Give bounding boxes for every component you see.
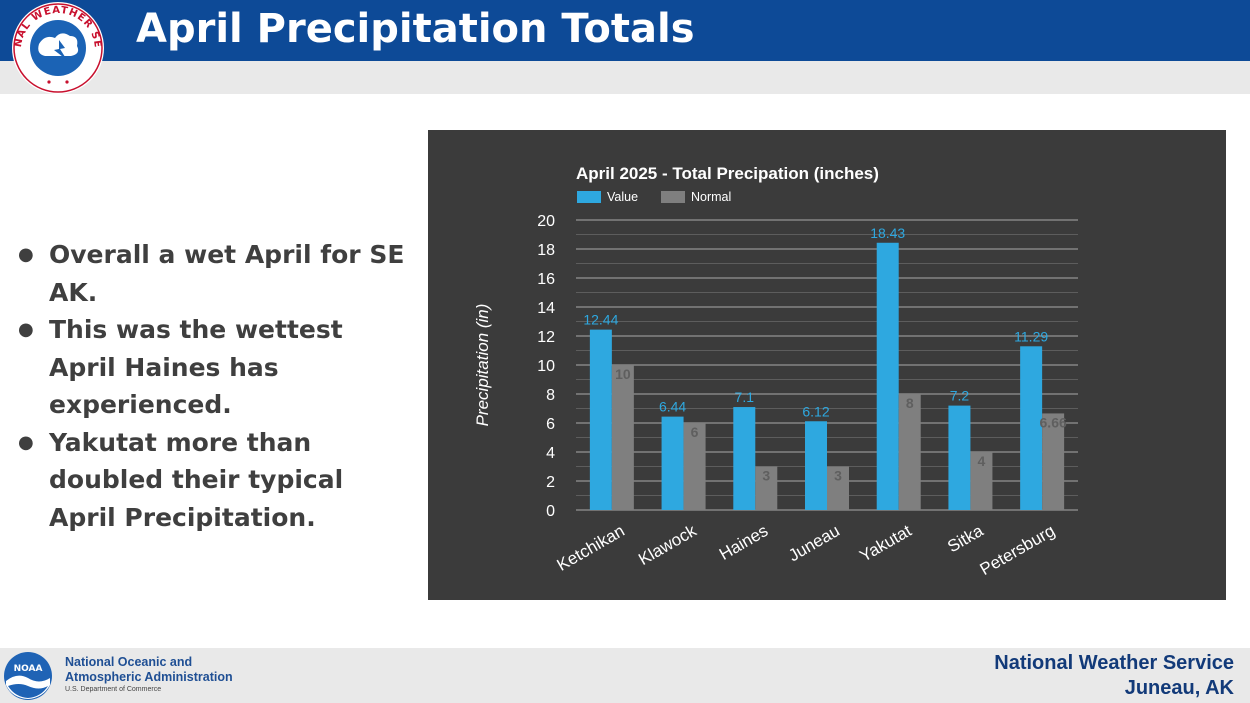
- bullet-text: This was the wettest April Haines has ex…: [49, 315, 343, 419]
- noaa-dept-line: U.S. Department of Commerce: [65, 686, 162, 693]
- data-label-value: 7.1: [735, 389, 755, 405]
- bar-value: [733, 407, 756, 510]
- data-label-normal: 10: [615, 366, 631, 382]
- page-title: April Precipitation Totals: [136, 6, 695, 52]
- bar-value: [1020, 346, 1043, 510]
- bullet-item: ● Overall a wet April for SE AK.: [18, 236, 418, 311]
- bullet-text: Overall a wet April for SE AK.: [49, 240, 405, 307]
- nws-office: Juneau, AK: [1124, 677, 1234, 699]
- y-tick-label: 18: [537, 242, 555, 259]
- footer-bar: [0, 648, 1250, 703]
- bullet-list: ● Overall a wet April for SE AK. ● This wa…: [18, 236, 418, 536]
- bar-normal: [898, 394, 921, 510]
- legend-label-normal: Normal: [691, 190, 731, 204]
- data-label-normal: 3: [762, 468, 770, 484]
- y-tick-label: 16: [537, 271, 555, 288]
- y-tick-label: 6: [546, 416, 555, 433]
- chart-plot-area: 0 2 4 6 8 10 12 14 16 18 20 12.44 10 Ketchikan 6.44 6 Kl…: [537, 213, 1078, 579]
- data-label-value: 6.12: [802, 403, 829, 419]
- x-tick-label: Klawock: [635, 521, 700, 569]
- y-tick-label: 12: [537, 329, 555, 346]
- data-label-value: 7.2: [950, 388, 970, 404]
- y-axis-label: Precipitation (in): [473, 304, 492, 427]
- x-tick-label: Juneau: [785, 521, 843, 565]
- bar-value: [589, 329, 612, 510]
- bar-normal: [611, 365, 634, 510]
- data-label-value: 6.44: [659, 399, 686, 415]
- bar-normal: [827, 466, 849, 510]
- y-tick-label: 0: [546, 503, 555, 520]
- header-bar: [0, 0, 1250, 61]
- legend-label-value: Value: [607, 190, 638, 204]
- bar-value: [948, 405, 971, 510]
- bar-normal: [970, 452, 993, 510]
- x-tick-label: Yakutat: [856, 521, 915, 566]
- noaa-name-line1: National Oceanic and: [65, 655, 193, 669]
- data-label-value: 11.29: [1014, 328, 1048, 344]
- x-tick-label: Haines: [716, 521, 771, 564]
- y-tick-label: 8: [546, 387, 555, 404]
- x-tick-label: Sitka: [944, 521, 987, 557]
- header-subbar: [0, 61, 1250, 94]
- y-tick-label: 20: [537, 213, 555, 230]
- nws-office-block: National Weather Service Juneau, AK: [994, 651, 1234, 701]
- data-label-normal: 6.66: [1040, 414, 1067, 430]
- bullet-item: ● This was the wettest April Haines has e…: [18, 311, 418, 424]
- chart-panel: April 2025 - Total Precipation (inches) …: [428, 130, 1226, 600]
- nws-name: National Weather Service: [994, 652, 1234, 674]
- noaa-logo: NOAA: [4, 652, 52, 700]
- noaa-name-block: National Oceanic and Atmospheric Adminis…: [65, 655, 233, 693]
- bar-normal: [1042, 413, 1065, 510]
- bullet-item: ● Yakutat more than doubled their typical…: [18, 424, 418, 537]
- y-tick-label: 10: [537, 358, 555, 375]
- bar-value: [876, 242, 899, 510]
- precipitation-chart: April 2025 - Total Precipation (inches) …: [473, 164, 1078, 579]
- bullet-text: Yakutat more than doubled their typical …: [49, 427, 344, 532]
- bullet-dot-icon: ●: [18, 319, 34, 340]
- data-label-value: 12.44: [583, 312, 618, 328]
- legend-swatch-normal: [661, 191, 685, 203]
- legend-swatch-value: [577, 191, 601, 203]
- y-tick-label: 2: [546, 474, 555, 491]
- nws-logo: NATIONAL WEATHER SERVICE: [9, 0, 104, 94]
- y-tick-label: 14: [537, 300, 555, 317]
- x-tick-label: Ketchikan: [554, 521, 628, 575]
- bar-normal: [683, 423, 706, 510]
- data-label-value: 18.43: [870, 225, 905, 241]
- noaa-name-line2: Atmospheric Administration: [65, 669, 233, 684]
- chart-title: April 2025 - Total Precipation (inches): [576, 164, 879, 183]
- data-label-normal: 6: [691, 424, 699, 440]
- y-tick-label: 4: [546, 445, 555, 462]
- data-label-normal: 8: [906, 395, 914, 411]
- bar-value: [805, 421, 827, 510]
- bar-value: [661, 416, 684, 510]
- data-label-normal: 3: [834, 468, 842, 484]
- bullet-dot-icon: ●: [18, 431, 34, 453]
- bar-normal: [755, 466, 778, 510]
- bullet-dot-icon: ●: [18, 244, 34, 265]
- noaa-logo-text: NOAA: [14, 664, 43, 674]
- data-label-normal: 4: [978, 453, 986, 469]
- x-tick-label: Petersburg: [977, 521, 1059, 579]
